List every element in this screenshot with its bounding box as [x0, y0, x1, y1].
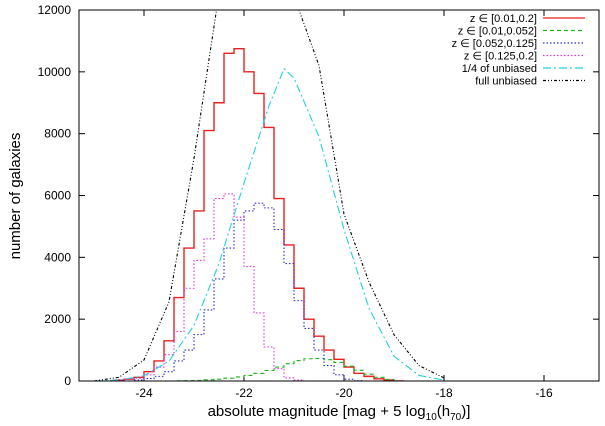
- y-axis-title: number of galaxies: [7, 133, 24, 260]
- y-tick-label: 2000: [44, 312, 71, 326]
- x-tick-label: -24: [135, 386, 153, 400]
- x-tick-label: -22: [235, 386, 253, 400]
- legend-label: z ∈ [0.01,0.052]: [458, 26, 537, 38]
- y-tick-label: 8000: [44, 127, 71, 141]
- x-axis-title-mid: (h: [437, 403, 450, 420]
- x-tick-label: -20: [335, 386, 353, 400]
- y-tick-label: 4000: [44, 250, 71, 264]
- legend-label: z ∈ [0.01,0.2]: [470, 13, 537, 25]
- legend-label: full unbiased: [475, 76, 537, 88]
- legend-label: 1/4 of unbiased: [462, 63, 537, 75]
- series-line-4: [113, 193, 404, 381]
- x-tick-label: -16: [535, 386, 553, 400]
- y-tick-label: 10000: [38, 65, 72, 79]
- x-axis-title-prefix: absolute magnitude [mag + 5 log: [208, 403, 426, 420]
- y-tick-label: 6000: [44, 189, 71, 203]
- x-axis-title-sub1: 10: [426, 412, 438, 423]
- legend-label: z ∈ [0.125,0.2]: [464, 51, 537, 63]
- legend: z ∈ [0.01,0.2]z ∈ [0.01,0.052]z ∈ [0.052…: [452, 13, 585, 88]
- x-axis-title: absolute magnitude [mag + 5 log10(h70)]: [208, 403, 471, 423]
- tick-labels: -24 -22 -20 -18 -16 0 2000 4000 6000 8000 10000 120…: [38, 3, 553, 400]
- x-axis-title-suffix: )]: [461, 403, 470, 420]
- y-tick-label: 0: [64, 374, 71, 388]
- y-tick-label: 12000: [38, 3, 72, 17]
- series-line-6: [93, 10, 445, 381]
- plot-frame: [78, 9, 600, 382]
- series-line-5: [93, 67, 445, 381]
- legend-label: z ∈ [0.052,0.125]: [452, 38, 537, 50]
- x-tick-label: -18: [435, 386, 453, 400]
- x-axis-title-sub2: 70: [450, 412, 462, 423]
